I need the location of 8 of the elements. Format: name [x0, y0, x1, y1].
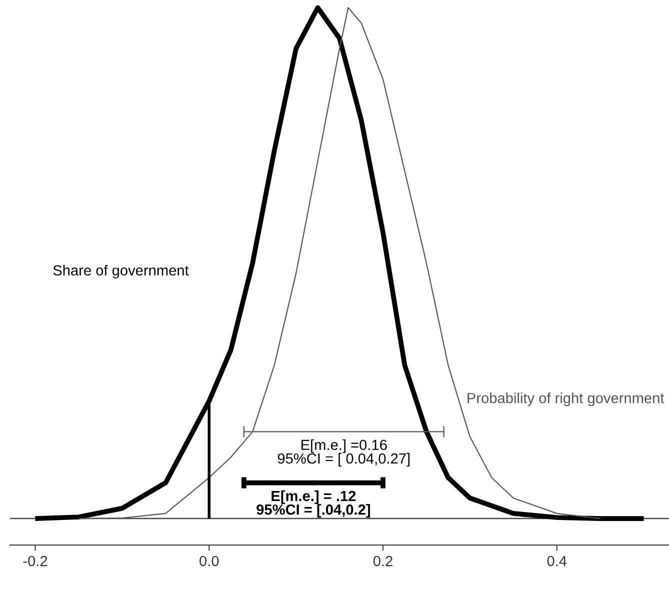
x-tick-label: -0.2: [23, 556, 48, 566]
text: Share of government: [53, 264, 189, 278]
x-tick-label: 0.4: [547, 556, 567, 566]
series-label: Probability of right government: [468, 392, 664, 406]
annotation: E[m.e.] =0.16 95%CI = [ 0.04,0.27]: [278, 439, 410, 467]
x-tick-label: 0.2: [373, 556, 392, 566]
x-tick-label: 0.0: [200, 556, 219, 566]
annotation: E[m.e.] = .12 95%CI = [.04,0.2]: [256, 490, 370, 518]
